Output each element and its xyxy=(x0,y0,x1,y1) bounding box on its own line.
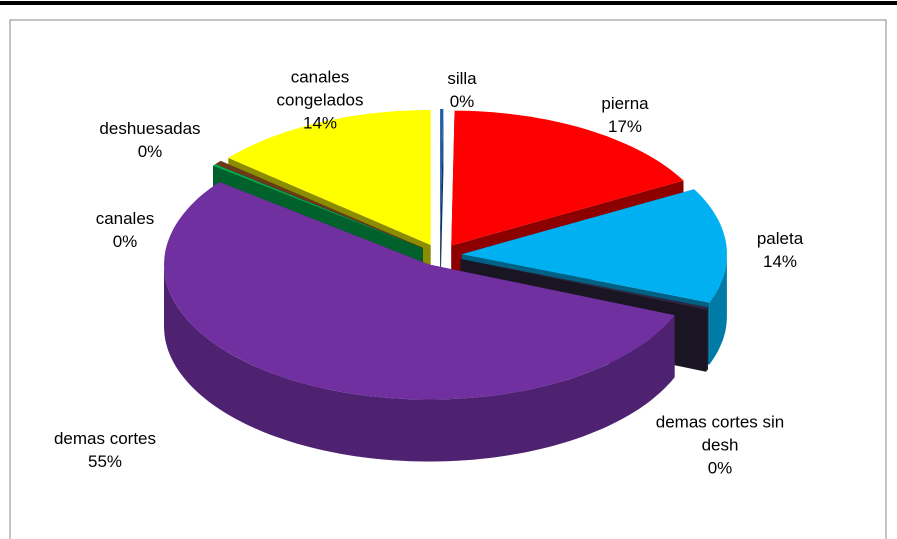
slice-side xyxy=(440,109,444,306)
slice-wall xyxy=(164,264,675,462)
slice xyxy=(213,164,423,249)
slice xyxy=(164,182,675,400)
category-label: demas cortes sin desh xyxy=(655,412,785,455)
value-label: 0% xyxy=(137,142,163,161)
value-label: 0% xyxy=(449,92,475,111)
slices xyxy=(164,109,727,462)
slice xyxy=(440,109,444,244)
slice xyxy=(460,259,708,310)
slice-wall xyxy=(706,307,708,372)
category-label: pierna xyxy=(601,94,649,113)
slice-label: demas cortes sin desh 0% xyxy=(655,411,785,480)
slice-label: pierna 17% xyxy=(585,92,665,138)
category-label: silla xyxy=(447,69,477,88)
slice-label: canales 0% xyxy=(85,207,165,253)
slice-label: canales congelados 14% xyxy=(265,66,375,135)
value-label: 17% xyxy=(607,117,643,136)
slice-label: paleta 14% xyxy=(745,227,815,273)
slice xyxy=(451,110,684,246)
slice xyxy=(461,189,727,303)
category-label: demas cortes xyxy=(53,429,157,448)
slice-label: silla 0% xyxy=(432,67,492,113)
slice-wall xyxy=(709,254,727,365)
category-label: canales xyxy=(95,209,155,228)
slice xyxy=(228,110,431,245)
value-label: 14% xyxy=(302,113,338,133)
value-label: 0% xyxy=(112,232,138,251)
category-label: canales congelados xyxy=(276,67,364,110)
slice xyxy=(215,160,423,248)
slice-label: deshuesadas 0% xyxy=(85,117,215,163)
value-label: 14% xyxy=(762,252,798,271)
category-label: paleta xyxy=(756,229,804,248)
value-label: 0% xyxy=(707,458,733,478)
category-label: deshuesadas xyxy=(99,119,201,138)
value-label: 55% xyxy=(87,452,123,471)
slice-label: demas cortes 55% xyxy=(35,427,175,473)
